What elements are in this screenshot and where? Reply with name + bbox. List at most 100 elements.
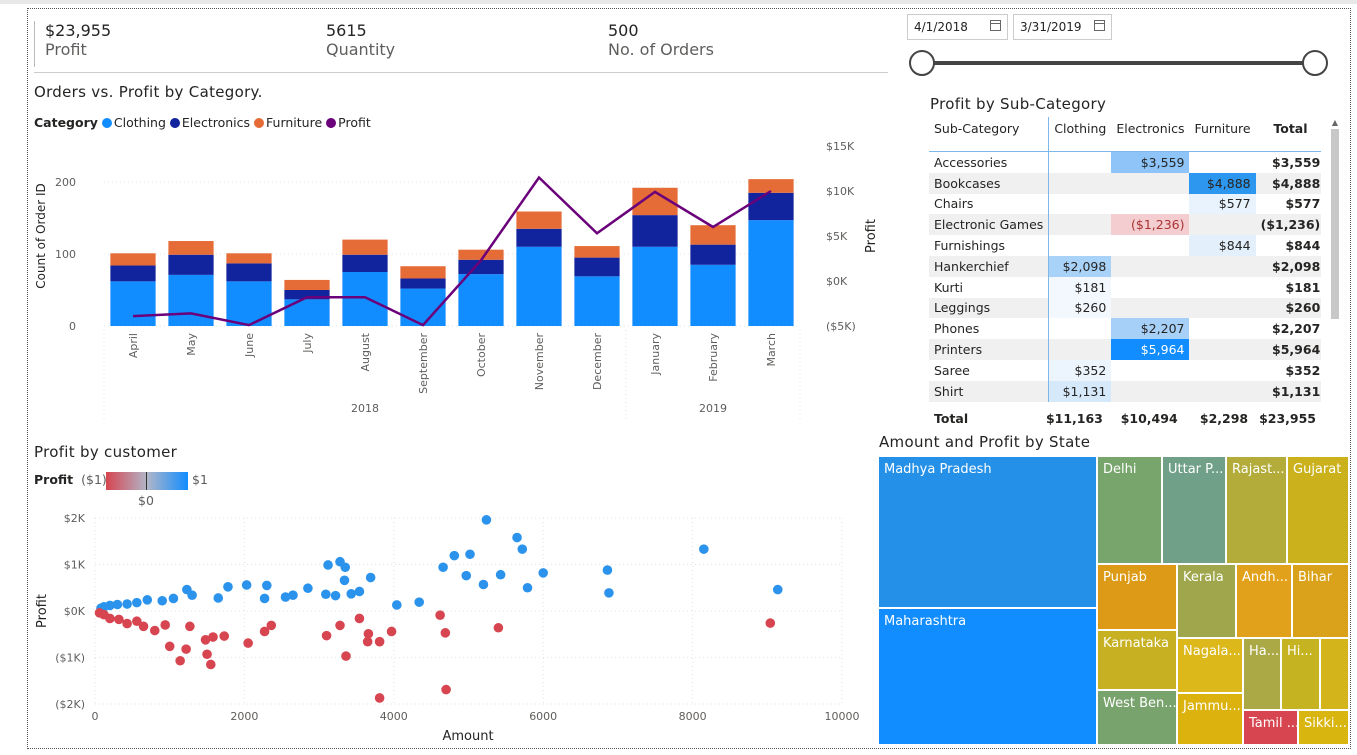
treemap-tile[interactable]: Rajast... xyxy=(1226,456,1287,564)
scatter-point xyxy=(481,515,492,525)
calendar-icon[interactable] xyxy=(1094,20,1105,31)
start-date-input[interactable]: 4/1/2018 xyxy=(907,14,1008,40)
treemap-tile[interactable]: Sikki... xyxy=(1298,710,1349,745)
matrix-row-label: Saree xyxy=(929,359,1050,381)
orders-profit-combo-chart[interactable]: 200 100 0 $15K $10K $5K $0K ($5K) Count of Order… xyxy=(0,130,890,425)
treemap-tile[interactable]: Delhi xyxy=(1097,456,1162,564)
scatter-point xyxy=(157,595,168,606)
scatter-point xyxy=(168,593,179,604)
treemap-tile[interactable]: Andh... xyxy=(1236,564,1292,638)
matrix-row[interactable]: Kurti $181 $181 xyxy=(929,276,1321,298)
matrix-column-header: Clothing xyxy=(1048,117,1112,152)
treemap-tile[interactable]: Kerala xyxy=(1177,564,1236,638)
matrix-row[interactable]: Chairs $577 $577 xyxy=(929,193,1321,215)
scrollbar-thumb[interactable] xyxy=(1331,129,1339,319)
matrix-row[interactable]: Accessories $3,559 $3,559 xyxy=(929,151,1321,173)
treemap-tile[interactable]: Karnataka xyxy=(1097,630,1177,690)
legend-item-clothing[interactable]: Clothing xyxy=(101,115,166,130)
scatter-legend-mid: $0 xyxy=(138,493,154,508)
date-slider-end-handle[interactable] xyxy=(1302,50,1328,76)
legend-item-furniture[interactable]: Furniture xyxy=(254,115,322,130)
scatter-point xyxy=(181,644,191,654)
bar-clothing xyxy=(226,281,272,326)
scroll-up-icon[interactable]: ▲ xyxy=(1331,118,1339,127)
scatter-point xyxy=(391,600,402,610)
treemap-title: Amount and Profit by State xyxy=(879,433,1091,451)
bar-clothing xyxy=(110,281,156,326)
scatter-point xyxy=(493,622,504,633)
matrix-cell: ($1,236) xyxy=(1255,214,1321,236)
matrix-row[interactable]: Furnishings $844 $844 xyxy=(929,235,1321,256)
treemap-tile[interactable]: Gujarat xyxy=(1287,456,1349,564)
treemap-tile[interactable]: Uttar P... xyxy=(1162,456,1226,564)
matrix-row[interactable]: Leggings $260 $260 xyxy=(929,297,1321,319)
matrix-row[interactable]: Electronic Games ($1,236) ($1,236) xyxy=(929,214,1321,236)
calendar-icon[interactable] xyxy=(990,20,1001,31)
y-tick-label: $0K xyxy=(64,605,86,618)
treemap-tile[interactable]: Madhya Pradesh xyxy=(878,456,1097,608)
scatter-point xyxy=(114,614,124,625)
matrix-column-header: Furniture xyxy=(1189,117,1256,152)
x-tick-label: November xyxy=(533,333,546,391)
x-tick-label: October xyxy=(475,333,488,377)
matrix-row-label: Bookcases xyxy=(929,172,1050,194)
end-date-input[interactable]: 3/31/2019 xyxy=(1013,14,1112,40)
kpi-quantity-value: 5615 xyxy=(326,21,367,40)
profit-by-customer-scatter[interactable]: $2K $1K $0K ($1K) ($2K) 0 2000 4000 6000 8000 1000… xyxy=(0,505,870,750)
treemap-tile[interactable]: Hi... xyxy=(1281,638,1320,710)
scatter-point xyxy=(200,635,211,645)
date-slider-track[interactable] xyxy=(922,61,1315,65)
matrix-row[interactable]: Phones $2,207 $2,207 xyxy=(929,318,1321,340)
matrix-cell: $3,559 xyxy=(1111,151,1190,173)
report-canvas-border xyxy=(27,8,1351,749)
treemap-tile[interactable]: Tamil ... xyxy=(1243,710,1298,745)
end-date-value: 3/31/2019 xyxy=(1020,20,1082,34)
matrix-row[interactable]: Hankerchief $2,098 $2,098 xyxy=(929,255,1321,277)
bar-furniture xyxy=(110,253,156,266)
matrix-cell xyxy=(1048,318,1112,340)
treemap-tile[interactable]: Maharashtra xyxy=(878,608,1097,745)
top-strip xyxy=(0,0,1357,4)
bar-furniture xyxy=(458,249,504,260)
x-tick-label: September xyxy=(417,333,430,394)
matrix-row[interactable]: Printers $5,964 $5,964 xyxy=(929,339,1321,360)
scatter-point xyxy=(219,631,230,641)
scatter-title: Profit by customer xyxy=(34,443,178,461)
bar-electronics xyxy=(574,257,620,277)
legend-item-electronics[interactable]: Electronics xyxy=(169,115,250,130)
kpi-profit-value: $23,955 xyxy=(45,21,112,40)
scatter-point xyxy=(365,572,376,583)
scatter-point xyxy=(461,570,472,581)
treemap-tile[interactable]: Punjab xyxy=(1097,564,1177,630)
matrix-cell: $352 xyxy=(1048,359,1112,381)
date-slider-start-handle[interactable] xyxy=(909,50,935,76)
scatter-point xyxy=(414,597,424,607)
treemap-tile[interactable]: Bihar xyxy=(1292,564,1349,638)
combo-chart-legend: Category Clothing Electronics Furniture … xyxy=(34,115,371,130)
matrix-cell: $844 xyxy=(1255,235,1321,256)
state-treemap[interactable]: Madhya Pradesh Maharashtra Delhi Uttar P...… xyxy=(878,456,1349,745)
matrix-row[interactable]: Saree $352 $352 xyxy=(929,359,1321,381)
matrix-total-cell: $11,163 xyxy=(1045,410,1103,426)
treemap-tile-small[interactable] xyxy=(1320,638,1349,710)
matrix-cell: $2,098 xyxy=(1048,255,1112,277)
legend-item-profit[interactable]: Profit xyxy=(326,115,371,130)
kpi-orders-label: No. of Orders xyxy=(608,40,714,59)
matrix-cell xyxy=(1111,359,1190,381)
treemap-tile[interactable]: West Ben... xyxy=(1097,690,1177,745)
treemap-tile[interactable]: Jammu... xyxy=(1177,693,1243,745)
kpi-orders-card[interactable]: 500 No. of Orders xyxy=(608,21,858,67)
kpi-profit-card[interactable]: $23,955 Profit xyxy=(34,21,295,67)
scatter-point xyxy=(512,532,522,543)
treemap-tile[interactable]: Ha... xyxy=(1243,638,1281,710)
matrix-row[interactable]: Shirt $1,131 $1,131 xyxy=(929,380,1321,402)
matrix-row[interactable]: Bookcases $4,888 $4,888 xyxy=(929,172,1321,194)
matrix-scrollbar[interactable]: ▲ xyxy=(1330,118,1340,410)
profit-matrix[interactable]: Sub-Category Clothing Electronics Furniture… xyxy=(929,117,1321,429)
kpi-quantity-card[interactable]: 5615 Quantity xyxy=(326,21,576,67)
scatter-point xyxy=(363,628,374,639)
year-label: 2019 xyxy=(699,402,727,415)
treemap-tile[interactable]: Nagala... xyxy=(1177,638,1243,693)
matrix-header-row[interactable]: Sub-Category Clothing Electronics Furniture… xyxy=(929,117,1321,152)
scatter-point xyxy=(449,550,460,561)
